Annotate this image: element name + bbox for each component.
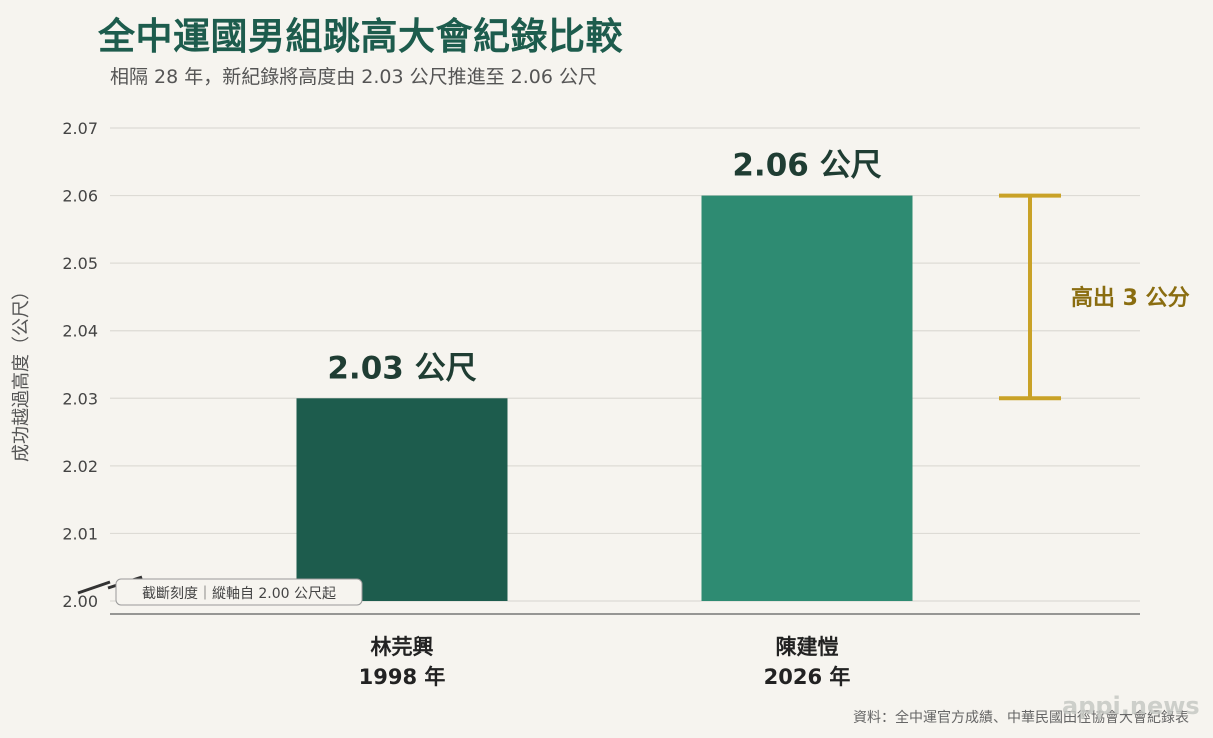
bar-value-label: 2.03 公尺 bbox=[327, 350, 476, 386]
difference-annotation: 高出 3 公分 bbox=[999, 193, 1190, 401]
bar-value-labels: 2.03 公尺 2.06 公尺 bbox=[327, 148, 881, 387]
y-tick-label: 2.04 bbox=[62, 322, 98, 341]
difference-label: 高出 3 公分 bbox=[1071, 285, 1190, 311]
y-axis-label: 成功越過高度（公尺） bbox=[11, 282, 32, 462]
y-tick-label: 2.00 bbox=[62, 592, 98, 611]
bar bbox=[701, 195, 913, 602]
grid-lines bbox=[110, 127, 1140, 615]
bar bbox=[296, 398, 508, 601]
chart-title: 全中運國男組跳高大會紀錄比較 bbox=[98, 15, 623, 58]
y-tick-label: 2.02 bbox=[62, 457, 98, 476]
x-tick-year: 1998 年 bbox=[359, 665, 446, 689]
y-tick-label: 2.07 bbox=[62, 119, 98, 138]
y-tick-label: 2.05 bbox=[62, 254, 98, 273]
y-tick-label: 2.03 bbox=[62, 389, 98, 408]
bar-value-label: 2.06 公尺 bbox=[732, 148, 881, 184]
axis-break: 截斷刻度｜縱軸自 2.00 公尺起 bbox=[77, 575, 363, 606]
source-note: 資料：全中運官方成績、中華民國田徑協會大會紀錄表 bbox=[853, 710, 1189, 726]
axis-break-note: 截斷刻度｜縱軸自 2.00 公尺起 bbox=[142, 586, 336, 602]
x-tick-year: 2026 年 bbox=[764, 665, 851, 689]
axis-break-note-box bbox=[115, 578, 363, 606]
bars bbox=[296, 195, 913, 602]
y-axis-ticks: 2.00 2.01 2.02 2.03 2.04 2.05 2.06 2.07 bbox=[62, 119, 98, 611]
x-tick-name: 陳建愷 bbox=[776, 635, 839, 659]
y-tick-label: 2.06 bbox=[62, 187, 98, 206]
x-axis-ticks: 林芫興 1998 年 陳建愷 2026 年 bbox=[359, 635, 851, 689]
x-tick-name: 林芫興 bbox=[371, 635, 434, 659]
y-tick-label: 2.01 bbox=[62, 524, 98, 543]
chart-subtitle: 相隔 28 年，新紀錄將高度由 2.03 公尺推進至 2.06 公尺 bbox=[110, 66, 598, 88]
watermark: appi.news bbox=[1062, 692, 1200, 720]
axis-break-mark bbox=[77, 580, 111, 595]
